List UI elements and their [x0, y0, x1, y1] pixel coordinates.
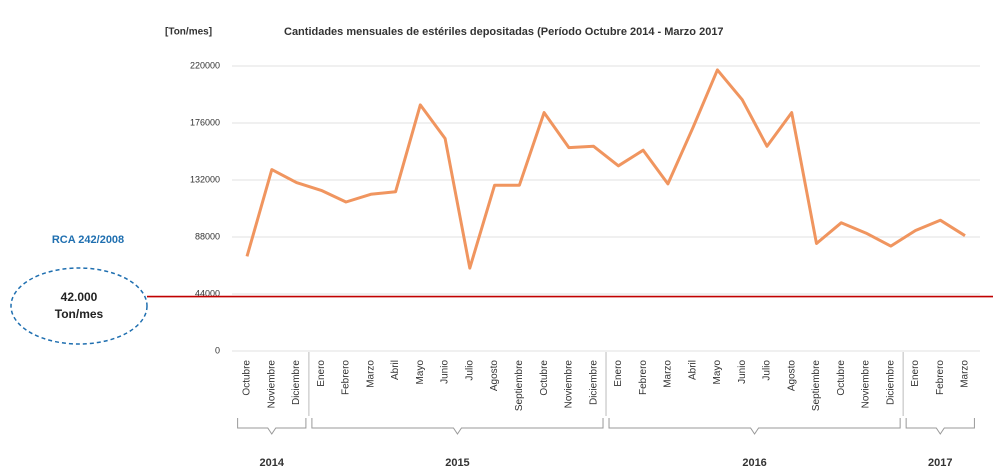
y-tick-label: 220000	[190, 60, 220, 70]
x-tick-label: Marzo	[960, 360, 971, 388]
year-label: 2016	[742, 457, 766, 469]
x-tick-label: Diciembre	[291, 360, 302, 405]
x-tick-label: Agosto	[786, 360, 797, 392]
x-tick-label: Febrero	[935, 360, 946, 395]
reference-label: 42.000	[61, 290, 98, 304]
x-tick-label: Octubre	[836, 360, 847, 396]
chart-title: Cantidades mensuales de estériles deposi…	[284, 26, 724, 38]
y-tick-label: 0	[215, 345, 220, 355]
x-tick-label: Noviembre	[564, 360, 575, 409]
y-tick-label: 132000	[190, 174, 220, 184]
data-line	[245, 68, 966, 270]
year-label: 2015	[445, 457, 469, 469]
x-tick-label: Mayo	[415, 360, 426, 385]
x-tick-label: Abril	[390, 360, 401, 380]
x-tick-label: Noviembre	[861, 360, 872, 409]
reference-caption: RCA 242/2008	[52, 234, 124, 246]
year-bracket	[237, 418, 307, 435]
x-tick-label: Diciembre	[588, 360, 599, 405]
x-tick-label: Julio	[762, 360, 773, 381]
year-bracket	[311, 418, 604, 435]
reference-ellipse	[10, 267, 148, 345]
x-tick-label: Enero	[910, 360, 921, 387]
x-tick-label: Febrero	[638, 360, 649, 395]
x-tick-label: Junio	[440, 360, 451, 384]
x-tick-label: Julio	[464, 360, 475, 381]
y-tick-label: 88000	[195, 231, 220, 241]
x-tick-label: Noviembre	[266, 360, 277, 409]
x-tick-label: Marzo	[365, 360, 376, 388]
year-label: 2014	[260, 457, 285, 469]
x-tick-label: Diciembre	[885, 360, 896, 405]
x-tick-label: Octubre	[539, 360, 550, 396]
x-tick-label: Agosto	[489, 360, 500, 392]
year-bracket	[905, 418, 975, 435]
y-tick-label: 44000	[195, 288, 220, 298]
x-tick-label: Junio	[737, 360, 748, 384]
x-tick-label: Enero	[613, 360, 624, 387]
x-tick-label: Octubre	[242, 360, 253, 396]
x-tick-label: Marzo	[663, 360, 674, 388]
year-label: 2017	[928, 457, 952, 469]
x-tick-label: Enero	[316, 360, 327, 387]
y-axis-label: [Ton/mes]	[165, 27, 212, 38]
x-tick-label: Abril	[687, 360, 698, 380]
y-tick-label: 176000	[190, 117, 220, 127]
x-tick-label: Febrero	[341, 360, 352, 395]
x-tick-label: Septiembre	[514, 360, 525, 412]
x-tick-label: Septiembre	[811, 360, 822, 412]
reference-label: Ton/mes	[55, 307, 104, 321]
year-bracket	[608, 418, 901, 435]
x-tick-label: Mayo	[712, 360, 723, 385]
